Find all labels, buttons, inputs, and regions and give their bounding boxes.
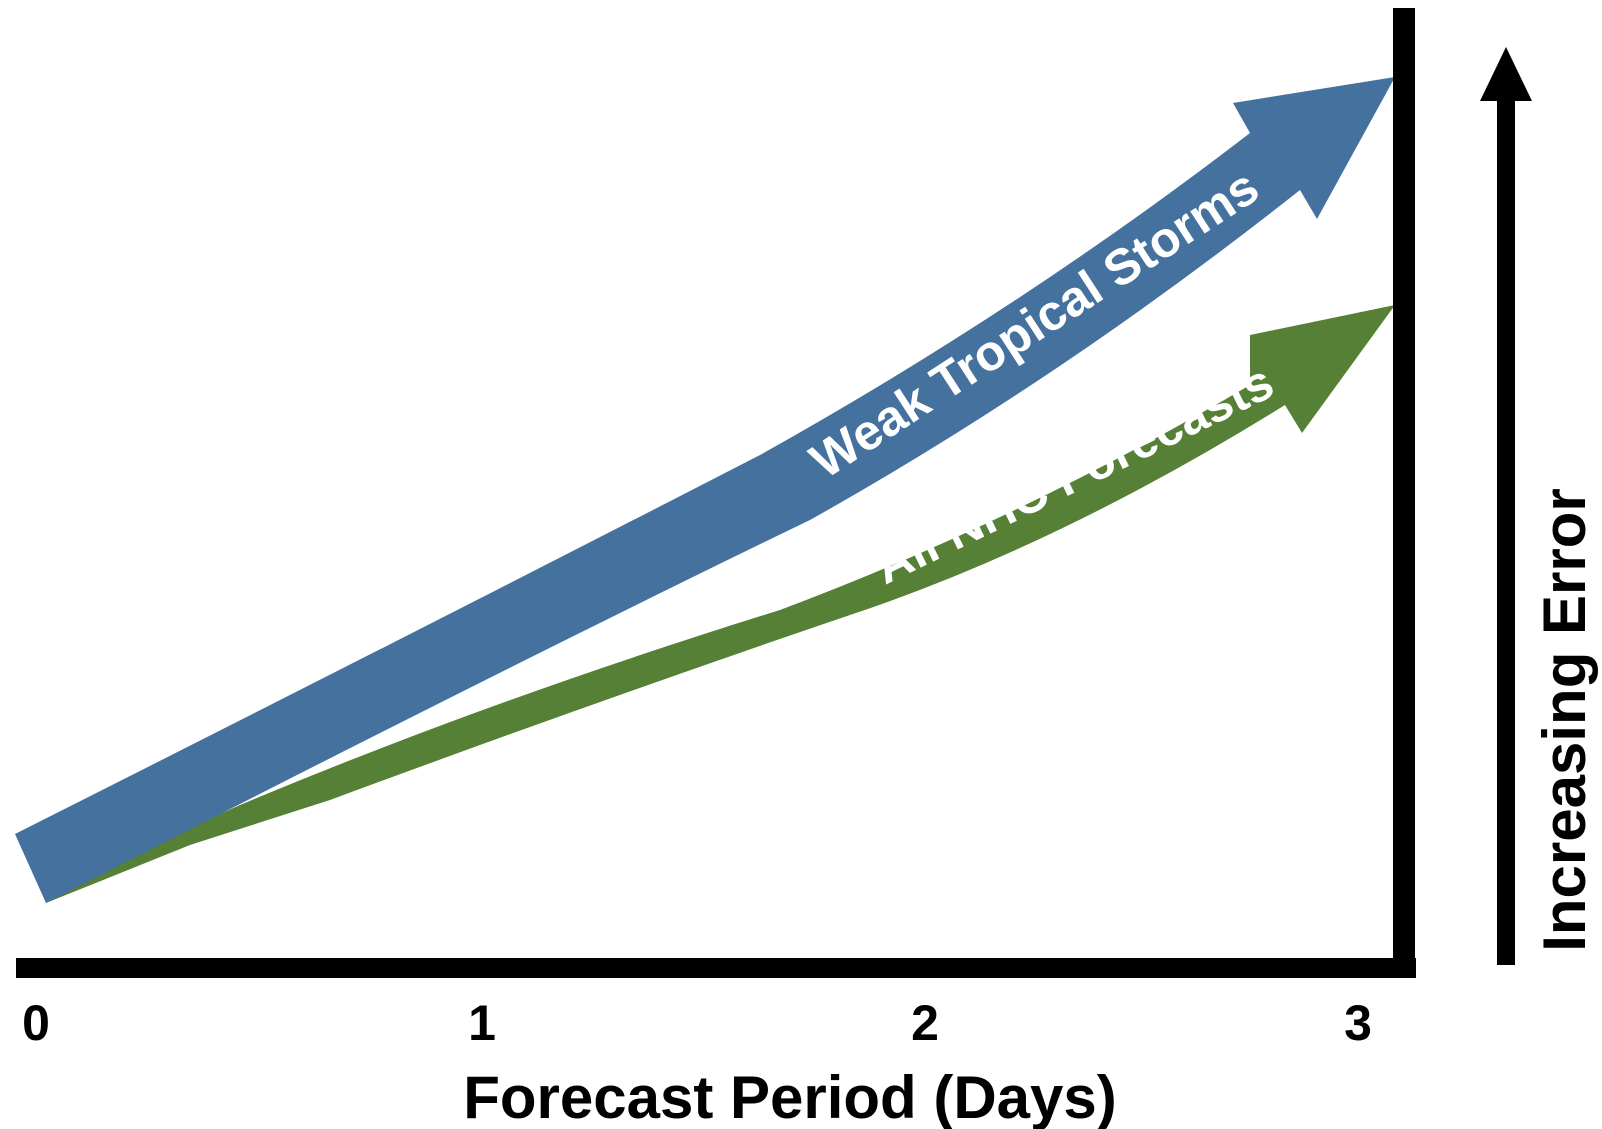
increasing-error-arrow <box>1480 47 1532 965</box>
increasing-error-arrow-head <box>1480 47 1532 101</box>
x-tick-label-2: 2 <box>911 995 939 1051</box>
x-axis-title: Forecast Period (Days) <box>463 1064 1117 1129</box>
x-tick-label-0: 0 <box>22 995 50 1051</box>
all-nhc-forecasts-arrow: All NHC Forecasts <box>46 305 1395 903</box>
all-nhc-forecasts-arrow-body <box>46 305 1395 903</box>
x-tick-label-3: 3 <box>1344 995 1372 1051</box>
y-axis-title: Increasing Error <box>1531 488 1598 952</box>
weak-tropical-storms-arrow-body <box>15 77 1395 903</box>
x-axis-line <box>16 958 1416 978</box>
weak-tropical-storms-arrow: Weak Tropical Storms <box>15 77 1395 903</box>
y-axis-line <box>1393 8 1415 978</box>
x-tick-label-1: 1 <box>468 995 496 1051</box>
increasing-error-arrow-shaft <box>1497 95 1515 965</box>
